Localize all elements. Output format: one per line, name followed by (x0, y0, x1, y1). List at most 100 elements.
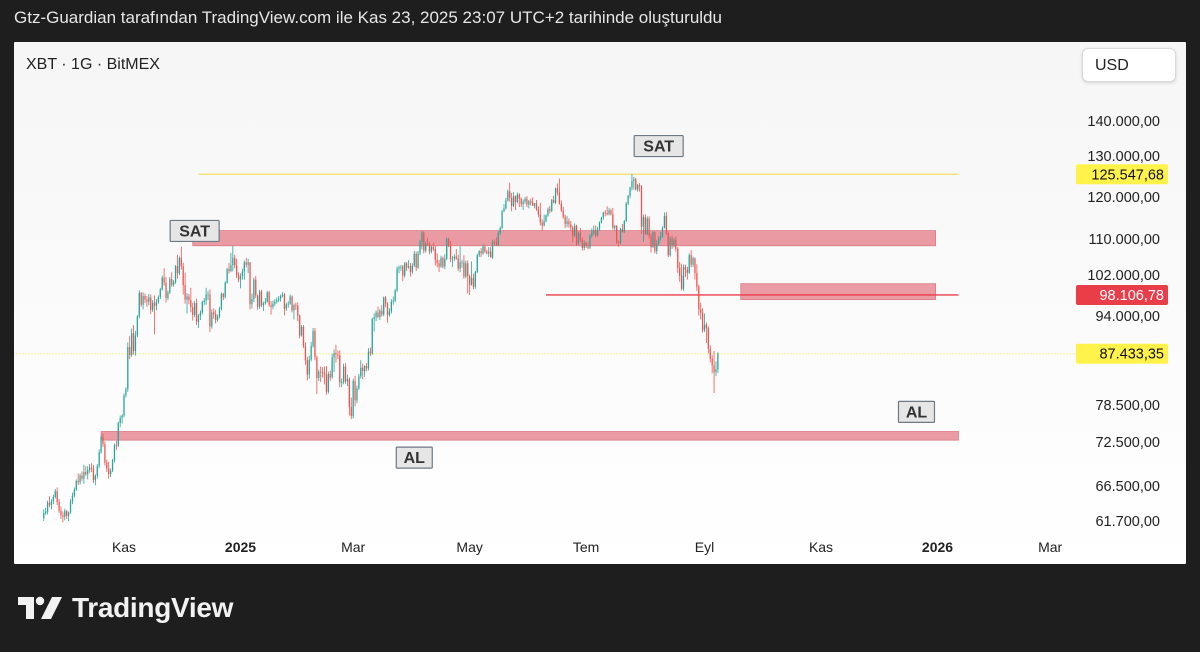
candle-body (304, 345, 307, 361)
candle (627, 194, 629, 205)
candle (192, 302, 194, 321)
candle (478, 250, 480, 257)
candle (715, 361, 717, 377)
candle (129, 336, 131, 360)
candle-body (142, 296, 144, 305)
candle-body (310, 345, 312, 360)
candle-body (180, 257, 182, 267)
candle-body (627, 195, 629, 204)
candle-body (371, 318, 373, 354)
candle (465, 260, 467, 279)
candle (325, 365, 328, 395)
candle-body (333, 353, 335, 358)
candle (174, 265, 177, 284)
candle-body (144, 296, 146, 300)
candle-body (323, 372, 326, 375)
candle-body (476, 255, 478, 272)
candle (348, 377, 350, 416)
candle (474, 270, 477, 289)
candle (528, 199, 530, 209)
candle (488, 247, 490, 257)
candle (684, 264, 687, 278)
candle (222, 292, 224, 301)
candle (226, 267, 228, 284)
candle (272, 300, 274, 310)
candle-body (686, 269, 688, 273)
candle-body (297, 305, 299, 316)
candle-body (134, 335, 137, 352)
candle-body (692, 258, 694, 265)
candle-body (520, 198, 522, 205)
candle (373, 313, 375, 332)
candle-body (43, 512, 45, 519)
candle (497, 231, 499, 247)
candle-body (66, 510, 68, 516)
candle (396, 266, 398, 292)
candle (535, 199, 538, 211)
candle (617, 240, 620, 247)
candle (604, 210, 606, 217)
candle (426, 237, 429, 246)
candle-body (522, 201, 524, 205)
candle-body (253, 279, 255, 300)
candle-body (237, 275, 240, 280)
candle-body (129, 347, 131, 356)
y-tick-label: 140.000,00 (1087, 114, 1160, 130)
candle (623, 220, 625, 234)
candle-body (79, 475, 81, 483)
candle-body (568, 221, 570, 225)
candle (354, 375, 356, 407)
candle-body (482, 246, 484, 254)
candle (337, 350, 339, 360)
candle-body (663, 215, 666, 228)
candle-body (201, 302, 203, 313)
y-tick-label: 120.000,00 (1087, 190, 1160, 206)
candle-body (409, 266, 412, 272)
candle-body (148, 297, 150, 302)
candle (266, 290, 268, 303)
candle (285, 302, 287, 311)
candle-body (413, 253, 415, 266)
candle (507, 189, 509, 202)
candle (161, 275, 163, 291)
candle-body (468, 276, 471, 285)
candle-body (425, 243, 427, 251)
candle-body (106, 462, 108, 469)
candle (457, 254, 459, 271)
candle-body (549, 209, 551, 211)
candle (308, 355, 310, 379)
candle-body (197, 315, 200, 322)
candle-body (354, 380, 356, 401)
price-chart[interactable]: SAT SAT AL AL 140.000,00 130.000,00 120.000,0… (14, 42, 1186, 564)
candle-body (218, 308, 221, 317)
tradingview-logo[interactable]: TradingView (18, 592, 233, 624)
candle (344, 363, 347, 384)
candle-body (400, 266, 402, 268)
candle (625, 202, 627, 223)
currency-button[interactable]: USD (1082, 48, 1176, 82)
candle (495, 237, 498, 246)
candle (182, 262, 184, 295)
candle (692, 256, 694, 267)
candle-body (488, 251, 490, 254)
candle (306, 356, 308, 381)
candle (211, 309, 213, 329)
candle (241, 268, 244, 280)
candle (342, 363, 345, 385)
candle-body (617, 242, 620, 244)
candle-body (243, 262, 245, 272)
candle (486, 249, 488, 255)
candle (94, 474, 97, 486)
candle (696, 264, 698, 291)
candle-body (195, 303, 198, 322)
symbol-info[interactable]: XBT · 1G · BitMEX (26, 56, 160, 73)
candle (180, 246, 182, 270)
candle-body (633, 179, 635, 182)
candle (67, 511, 70, 521)
candle (520, 197, 522, 208)
candle-body (623, 220, 625, 232)
candle-body (386, 303, 389, 315)
candle-body (562, 210, 564, 217)
candle (71, 492, 74, 505)
candle (432, 242, 435, 252)
